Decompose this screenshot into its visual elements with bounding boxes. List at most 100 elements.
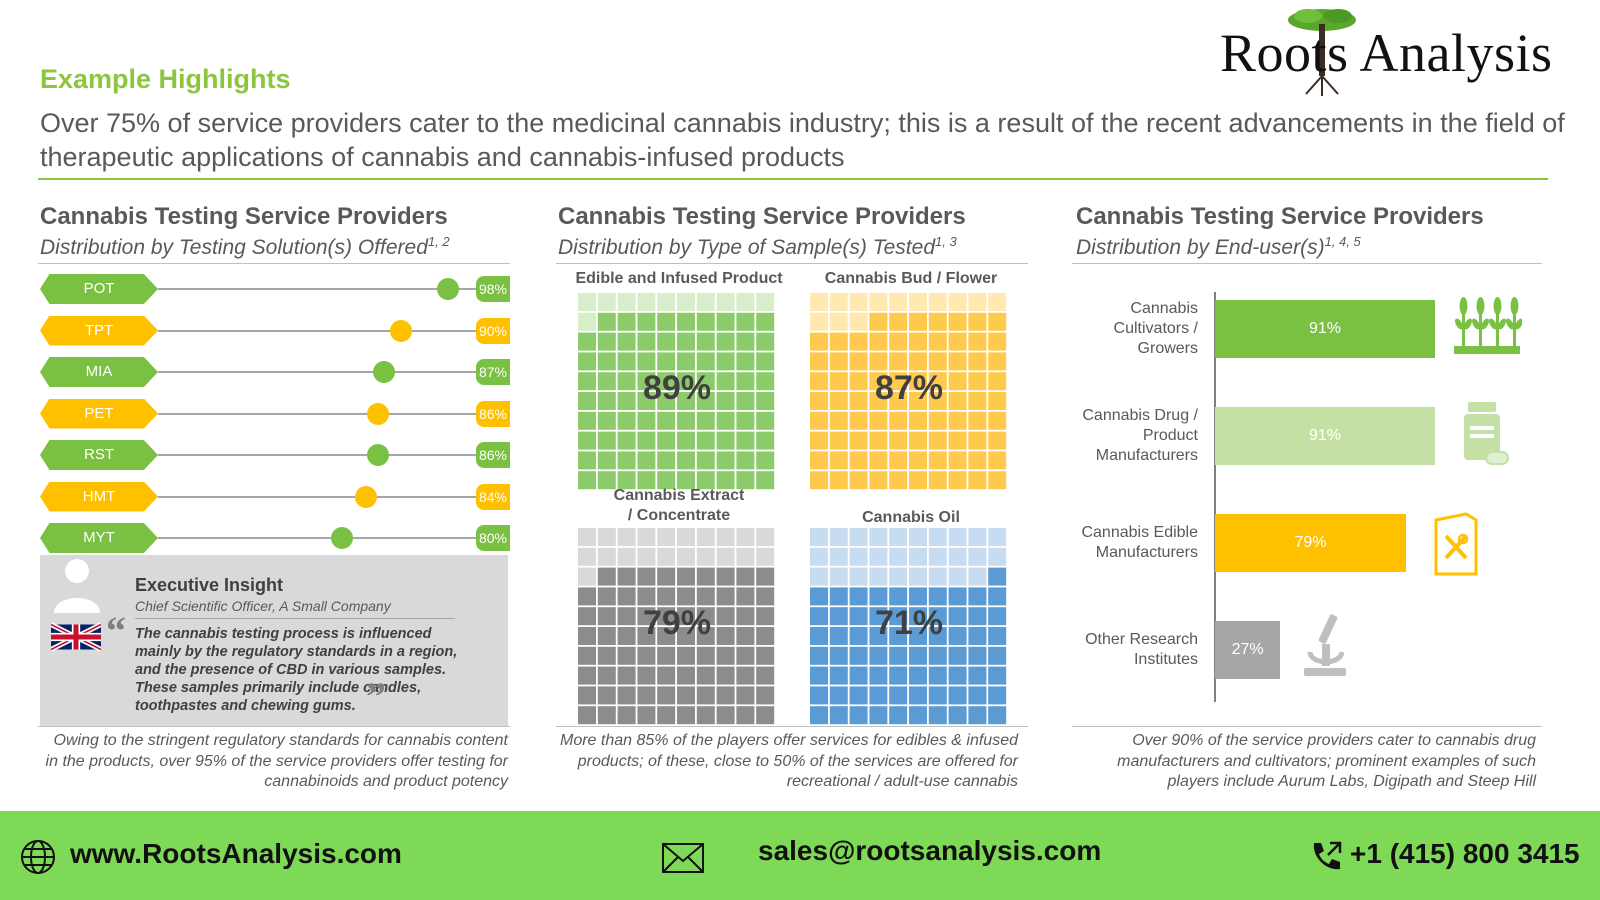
lollipop-label-pet: PET [40, 398, 158, 429]
bar-category-line: Manufacturers [1095, 544, 1198, 561]
waffle-cell-filled [677, 627, 695, 645]
bar-value: 79% [1294, 534, 1327, 551]
waffle-label-line: Cannabis Bud / Flower [824, 270, 998, 287]
waffle-cell-filled [928, 627, 947, 645]
bar-category: Other Research Institutes [1068, 630, 1198, 670]
bar-category: Cannabis Cultivators / Growers [1068, 299, 1198, 359]
waffle-cell-filled [928, 332, 947, 351]
waffle-cell-filled [696, 686, 715, 705]
waffle-cell-empty [869, 547, 888, 566]
waffle-cell-filled [657, 431, 676, 450]
waffle-cell-filled [889, 451, 908, 470]
waffle-cell-filled [829, 706, 848, 725]
person-icon [54, 559, 100, 613]
waffle-cell-filled [716, 451, 735, 470]
waffle-cell-filled [869, 666, 888, 685]
waffle-cell-filled [756, 352, 775, 371]
waffle-cell-filled [829, 332, 848, 351]
waffle-cell-empty [928, 293, 947, 311]
email-link[interactable]: sales@rootsanalysis.com [758, 835, 1102, 866]
phone-number[interactable]: +1 (415) 800 3415 [1350, 838, 1580, 869]
insight-role: Chief Scientific Officer, A Small Compan… [135, 598, 391, 614]
waffle-cell-filled [928, 587, 947, 606]
bar-value: 91% [1308, 320, 1342, 337]
waffle-cell-filled [736, 411, 755, 430]
waffle-cell-filled [988, 312, 1007, 331]
waffle-cell-filled [889, 471, 908, 490]
waffle-cell-filled [696, 352, 715, 371]
waffle-cell-filled [677, 666, 695, 685]
waffle-cell-empty [829, 547, 848, 566]
waffle-cell-filled [756, 392, 775, 410]
waffle-cell-filled [677, 332, 695, 351]
lollipop-row-rst: RST 86% [40, 440, 510, 470]
waffle-cell-filled [869, 646, 888, 665]
waffle-cell-filled [696, 431, 715, 450]
waffle-cell-empty [889, 293, 908, 311]
panel-2-footnote: More than 85% of the players offer servi… [559, 732, 1018, 790]
waffle-cell-filled [756, 666, 775, 685]
bar-category-line: Growers [1137, 340, 1198, 357]
waffle-cell-filled [948, 646, 967, 665]
waffle-cell-filled [677, 352, 695, 371]
waffle-cell-empty [988, 528, 1007, 546]
waffle-cell-filled [637, 392, 656, 410]
website-link[interactable]: www.RootsAnalysis.com [70, 838, 402, 869]
waffle-cell-empty [909, 547, 927, 566]
waffle-cell-filled [657, 471, 676, 490]
waffle-cell-filled [597, 392, 616, 410]
close-quote-icon: ” [366, 674, 386, 719]
waffle-cell-filled [948, 411, 967, 430]
waffle-cell-filled [736, 312, 755, 331]
waffle-cell-filled [617, 567, 636, 586]
waffle-cell-filled [756, 607, 775, 626]
waffle-cell-filled [968, 627, 987, 645]
waffle-cell-empty [716, 528, 735, 546]
waffle-cell-filled [578, 471, 596, 490]
waffle-cell-filled [928, 686, 947, 705]
insight-divider [135, 618, 455, 619]
waffle-cell-filled [968, 312, 987, 331]
brand-logo-text: Roots Analysis [1220, 23, 1553, 83]
executive-insight-box: Executive Insight Chief Scientific Offic… [40, 555, 508, 727]
waffle-cell-filled [988, 332, 1007, 351]
waffle-cell-empty [988, 547, 1007, 566]
waffle-cell-filled [849, 607, 868, 626]
waffle-cell-filled [677, 686, 695, 705]
waffle-cell-filled [829, 587, 848, 606]
waffle-cell-empty [637, 547, 656, 566]
waffle-cell-empty [928, 547, 947, 566]
waffle-cell-filled [829, 686, 848, 705]
waffle-cell-empty [637, 528, 656, 546]
waffle-cell-filled [716, 312, 735, 331]
open-quote-icon: “ [106, 608, 126, 653]
lollipop-dot [366, 444, 389, 466]
waffle-cell-filled [716, 372, 735, 391]
waffle-cell-filled [696, 587, 715, 606]
waffle-cell-filled [968, 587, 987, 606]
contact-footer: www.RootsAnalysis.com sales@rootsanalysi… [0, 811, 1600, 900]
waffle-cell-filled [597, 686, 616, 705]
waffle-cell-empty [736, 528, 755, 546]
waffle-cell-filled [637, 411, 656, 430]
waffle-cell-filled [597, 706, 616, 725]
waffle-cell-filled [578, 706, 596, 725]
waffle-cell-filled [597, 352, 616, 371]
waffle-cell-empty [889, 567, 908, 586]
waffle-cell-empty [597, 528, 616, 546]
waffle-cell-filled [928, 451, 947, 470]
waffle-cell-filled [756, 686, 775, 705]
insight-quote: The cannabis testing process is influenc… [135, 626, 458, 714]
waffle-cell-filled [869, 352, 888, 371]
lollipop-row-hmt: HMT 84% [40, 481, 510, 512]
waffle-percent: 79% [642, 604, 712, 642]
waffle-cell-filled [578, 587, 596, 606]
lollipop-value: 80% [476, 525, 510, 551]
waffle-cell-filled [637, 451, 656, 470]
waffle-cell-filled [948, 471, 967, 490]
waffle-cell-filled [657, 372, 676, 391]
waffle-cell-filled [736, 627, 755, 645]
lollipop-stem [158, 371, 476, 373]
waffle-cell-filled [756, 372, 775, 391]
waffle-cell-filled [889, 411, 908, 430]
